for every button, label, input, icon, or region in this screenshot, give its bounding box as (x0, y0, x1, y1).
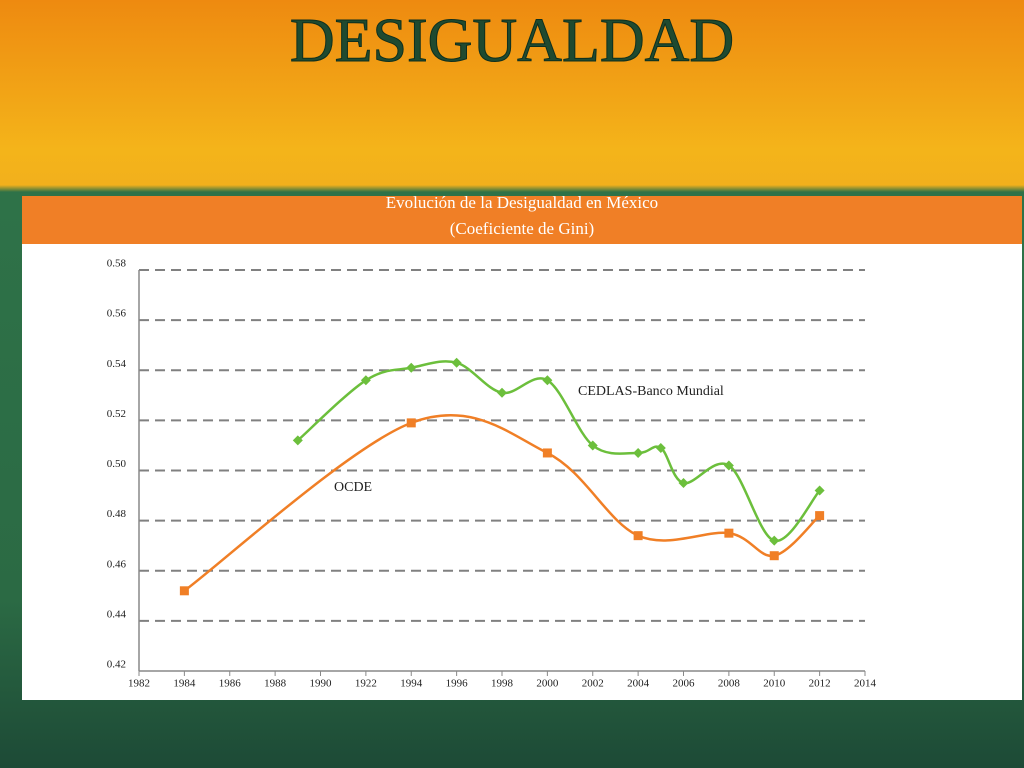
x-tick-label: 2012 (809, 678, 831, 690)
series-label: CEDLAS-Banco Mundial (578, 384, 724, 399)
marker (769, 535, 780, 546)
y-tick-label: 0.50 (107, 458, 127, 470)
marker (179, 586, 189, 596)
x-tick-label: 2000 (536, 678, 559, 690)
marker (451, 357, 462, 368)
slide-title: DESIGUALDAD (290, 7, 734, 75)
y-tick-label: 0.44 (107, 608, 127, 620)
marker (406, 362, 417, 373)
x-tick-label: 1988 (264, 678, 287, 690)
series-label: OCDE (334, 480, 372, 495)
marker (814, 485, 825, 496)
x-tick-label: 1996 (446, 678, 469, 690)
y-tick-label: 0.56 (107, 308, 127, 320)
y-tick-label: 0.42 (107, 659, 126, 671)
x-tick-label: 2014 (854, 678, 877, 690)
series-line (183, 413, 821, 592)
marker (292, 435, 303, 446)
x-tick-label: 2008 (718, 678, 741, 690)
x-tick-label: 1994 (400, 678, 423, 690)
chart-header (22, 196, 1022, 244)
x-tick-label: 1990 (310, 678, 333, 690)
marker (724, 528, 734, 538)
marker (633, 447, 644, 458)
y-tick-label: 0.58 (107, 258, 127, 270)
marker (815, 511, 825, 521)
marker (678, 478, 689, 489)
marker (406, 418, 416, 428)
marker (723, 460, 734, 471)
x-tick-label: 2004 (627, 678, 650, 690)
x-tick-label: 1982 (128, 678, 150, 690)
x-tick-label: 1998 (491, 678, 514, 690)
chart-title: Evolución de la Desigualdad en México (386, 193, 658, 212)
marker (497, 387, 507, 398)
chart-panel (22, 196, 1022, 700)
x-tick-label: 1986 (219, 678, 242, 690)
y-tick-label: 0.48 (107, 508, 127, 520)
x-tick-label: 2010 (763, 678, 786, 690)
x-tick-label: 2006 (673, 678, 696, 690)
x-tick-label: 2002 (582, 678, 604, 690)
marker (633, 531, 643, 541)
marker (542, 375, 553, 386)
marker (587, 440, 598, 451)
plot: 0.42 0.44 0.46 0.48 0.50 0.52 0.54 0.56 0.58 1982… (107, 258, 877, 690)
marker (769, 551, 779, 561)
marker (542, 448, 552, 458)
y-tick-label: 0.46 (107, 558, 127, 570)
marker (655, 442, 666, 453)
x-tick-label: 1922 (355, 678, 377, 690)
chart-subtitle: (Coeficiente de Gini) (450, 219, 594, 238)
marker (360, 375, 371, 386)
x-tick-label: 1984 (173, 678, 196, 690)
y-tick-label: 0.54 (107, 358, 127, 370)
y-tick-label: 0.52 (107, 408, 126, 420)
